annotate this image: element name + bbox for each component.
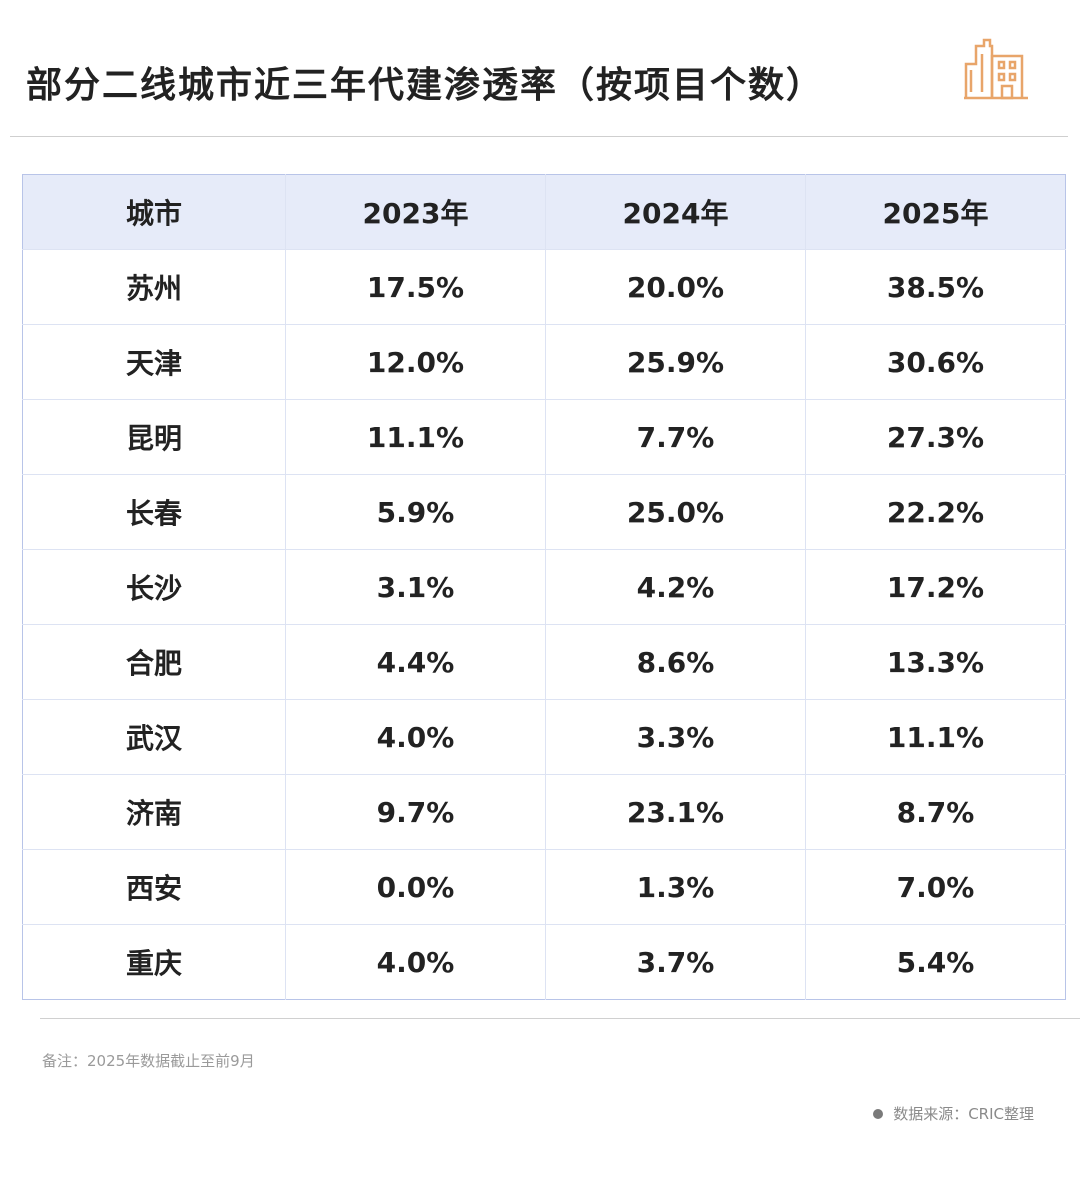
cell-city: 武汉 [22,699,286,775]
cell-2023: 9.7% [285,774,546,850]
cell-2023: 3.1% [285,549,546,625]
table-row: 长春 5.9% 25.0% 22.2% [22,474,1066,550]
cell-2025: 13.3% [805,624,1066,700]
building-icon [964,38,1028,100]
header-city: 城市 [22,174,286,250]
cell-2025: 7.0% [805,849,1066,925]
cell-city: 天津 [22,324,286,400]
footnote: 备注：2025年数据截止至前9月 [42,1052,255,1070]
cell-2025: 17.2% [805,549,1066,625]
table-row: 合肥 4.4% 8.6% 13.3% [22,624,1066,700]
cell-2024: 1.3% [545,849,806,925]
table-row: 天津 12.0% 25.9% 30.6% [22,324,1066,400]
table-row: 苏州 17.5% 20.0% 38.5% [22,249,1066,325]
cell-city: 昆明 [22,399,286,475]
cell-2024: 23.1% [545,774,806,850]
table-row: 重庆 4.0% 3.7% 5.4% [22,924,1066,1000]
bullet-icon [873,1108,884,1119]
table-row: 西安 0.0% 1.3% 7.0% [22,849,1066,925]
header-2023: 2023年 [285,174,546,250]
header-2025: 2025年 [805,174,1066,250]
cell-2024: 20.0% [545,249,806,325]
cell-2023: 17.5% [285,249,546,325]
footer-divider [40,1018,1080,1019]
source-text: 数据来源：CRIC整理 [893,1105,1034,1123]
table-header-row: 城市 2023年 2024年 2025年 [22,174,1066,250]
cell-2025: 30.6% [805,324,1066,400]
table-row: 济南 9.7% 23.1% 8.7% [22,774,1066,850]
cell-city: 合肥 [22,624,286,700]
source-line: 数据来源：CRIC整理 [873,1103,1034,1124]
penetration-rate-table: 城市 2023年 2024年 2025年 苏州 17.5% 20.0% 38.5… [22,174,1066,1000]
cell-city: 长春 [22,474,286,550]
cell-2025: 38.5% [805,249,1066,325]
cell-city: 济南 [22,774,286,850]
cell-2023: 0.0% [285,849,546,925]
header-2024: 2024年 [545,174,806,250]
data-table-container: 城市 2023年 2024年 2025年 苏州 17.5% 20.0% 38.5… [22,174,1066,1000]
cell-2023: 12.0% [285,324,546,400]
cell-2025: 27.3% [805,399,1066,475]
cell-2023: 11.1% [285,399,546,475]
page-title: 部分二线城市近三年代建渗透率（按项目个数） [26,65,825,106]
cell-2024: 8.6% [545,624,806,700]
cell-city: 重庆 [22,924,286,1000]
cell-2024: 25.9% [545,324,806,400]
cell-2023: 4.4% [285,624,546,700]
cell-2023: 4.0% [285,924,546,1000]
title-divider [10,136,1068,137]
cell-city: 苏州 [22,249,286,325]
cell-2024: 4.2% [545,549,806,625]
cell-2024: 3.7% [545,924,806,1000]
cell-2024: 7.7% [545,399,806,475]
table-row: 昆明 11.1% 7.7% 27.3% [22,399,1066,475]
table-row: 武汉 4.0% 3.3% 11.1% [22,699,1066,775]
cell-2025: 8.7% [805,774,1066,850]
cell-2025: 22.2% [805,474,1066,550]
cell-city: 长沙 [22,549,286,625]
cell-2024: 3.3% [545,699,806,775]
cell-2025: 11.1% [805,699,1066,775]
cell-2023: 5.9% [285,474,546,550]
cell-2024: 25.0% [545,474,806,550]
cell-city: 西安 [22,849,286,925]
cell-2025: 5.4% [805,924,1066,1000]
cell-2023: 4.0% [285,699,546,775]
table-row: 长沙 3.1% 4.2% 17.2% [22,549,1066,625]
